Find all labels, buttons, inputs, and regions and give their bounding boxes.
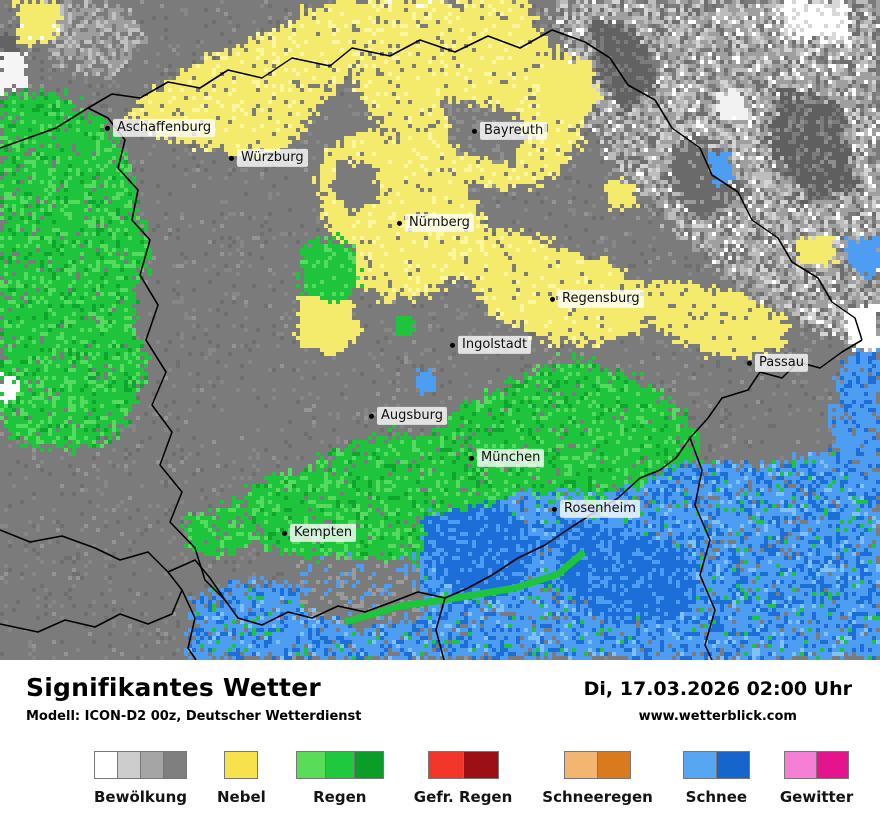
city-dot: [469, 455, 474, 461]
legend-group-gefr-regen: Gefr. Regen: [413, 751, 513, 806]
legend-group-bew-lkung: Bewölkung: [94, 751, 187, 806]
legend-swatch: [295, 751, 326, 779]
legend-swatch: [94, 751, 118, 779]
model-info: Modell: ICON-D2 00z, Deutscher Wetterdie…: [26, 709, 362, 724]
legend-swatch: [353, 751, 384, 779]
city-dot: [369, 413, 374, 419]
city-label: Regensburg: [558, 289, 644, 309]
footer-left: Signifikantes Wetter Modell: ICON-D2 00z…: [26, 673, 361, 724]
legend-label: Bewölkung: [94, 788, 187, 806]
legend-label: Schnee: [685, 788, 748, 806]
legend-swatch: [427, 751, 464, 779]
footer-header: Signifikantes Wetter Modell: ICON-D2 00z…: [26, 673, 852, 724]
city-dot: [282, 530, 287, 536]
legend-swatch: [715, 751, 750, 779]
city-dot: [397, 220, 402, 226]
city-label: Nürnberg: [405, 213, 474, 233]
city-label: Bayreuth: [480, 121, 548, 141]
legend-swatches: [784, 751, 850, 779]
legend-swatches: [682, 751, 750, 779]
legend-swatch: [462, 751, 499, 779]
city-label: München: [477, 448, 545, 468]
city-marker-w-rzburg: Würzburg: [229, 148, 308, 168]
city-label: Würzburg: [237, 148, 308, 168]
city-marker-n-rnberg: Nürnberg: [397, 213, 474, 233]
legend-swatch: [784, 751, 818, 779]
legend-swatches: [427, 751, 499, 779]
weather-map-canvas: [0, 0, 880, 660]
legend-swatch: [117, 751, 141, 779]
footer: Signifikantes Wetter Modell: ICON-D2 00z…: [0, 660, 880, 830]
legend-swatch: [564, 751, 599, 779]
city-marker-regensburg: Regensburg: [550, 289, 644, 309]
city-label: Ingolstadt: [458, 335, 532, 355]
page-title: Signifikantes Wetter: [26, 673, 321, 702]
legend-swatch: [224, 751, 259, 779]
legend-label: Gefr. Regen: [413, 788, 513, 806]
legend-swatches: [295, 751, 384, 779]
city-label: Aschaffenburg: [113, 118, 216, 138]
city-marker-augsburg: Augsburg: [369, 406, 448, 426]
city-marker-m-nchen: München: [469, 448, 545, 468]
city-dot: [552, 506, 557, 512]
city-marker-aschaffenburg: Aschaffenburg: [105, 118, 216, 138]
city-label: Kempten: [290, 523, 357, 543]
city-label: Rosenheim: [560, 499, 640, 519]
city-dot: [229, 155, 234, 161]
city-label: Passau: [755, 353, 808, 373]
legend: Bewölkung Nebel Regen Gefr. Regen Schneerege…: [94, 751, 853, 806]
legend-label: Schneeregen: [542, 788, 653, 806]
city-marker-ingolstadt: Ingolstadt: [450, 335, 532, 355]
legend-swatch: [682, 751, 717, 779]
legend-swatches: [94, 751, 187, 779]
weather-map: Aschaffenburg Würzburg Bayreuth Nürnberg Reg…: [0, 0, 880, 660]
website-url: www.wetterblick.com: [638, 709, 797, 724]
city-marker-kempten: Kempten: [282, 523, 357, 543]
legend-group-gewitter: Gewitter: [780, 751, 853, 806]
legend-swatch: [597, 751, 632, 779]
forecast-datetime: Di, 17.03.2026 02:00 Uhr: [583, 678, 852, 700]
legend-swatch: [324, 751, 355, 779]
legend-swatch: [140, 751, 164, 779]
city-dot: [747, 360, 752, 366]
city-dot: [472, 128, 477, 134]
city-label: Augsburg: [377, 406, 448, 426]
legend-group-nebel: Nebel: [217, 751, 266, 806]
city-marker-rosenheim: Rosenheim: [552, 499, 640, 519]
legend-swatches: [224, 751, 259, 779]
city-dot: [550, 296, 555, 302]
city-marker-passau: Passau: [747, 353, 808, 373]
city-dot: [105, 125, 110, 131]
legend-swatch: [163, 751, 187, 779]
footer-right: Di, 17.03.2026 02:00 Uhr www.wetterblick…: [584, 673, 852, 724]
legend-label: Gewitter: [779, 788, 854, 806]
legend-group-schnee: Schnee: [682, 751, 750, 806]
city-dot: [450, 342, 455, 348]
legend-group-schneeregen: Schneeregen: [542, 751, 653, 806]
legend-label: Regen: [313, 788, 367, 806]
legend-swatch: [816, 751, 850, 779]
city-marker-bayreuth: Bayreuth: [472, 121, 548, 141]
legend-group-regen: Regen: [295, 751, 384, 806]
legend-label: Nebel: [217, 788, 266, 806]
legend-swatches: [564, 751, 632, 779]
